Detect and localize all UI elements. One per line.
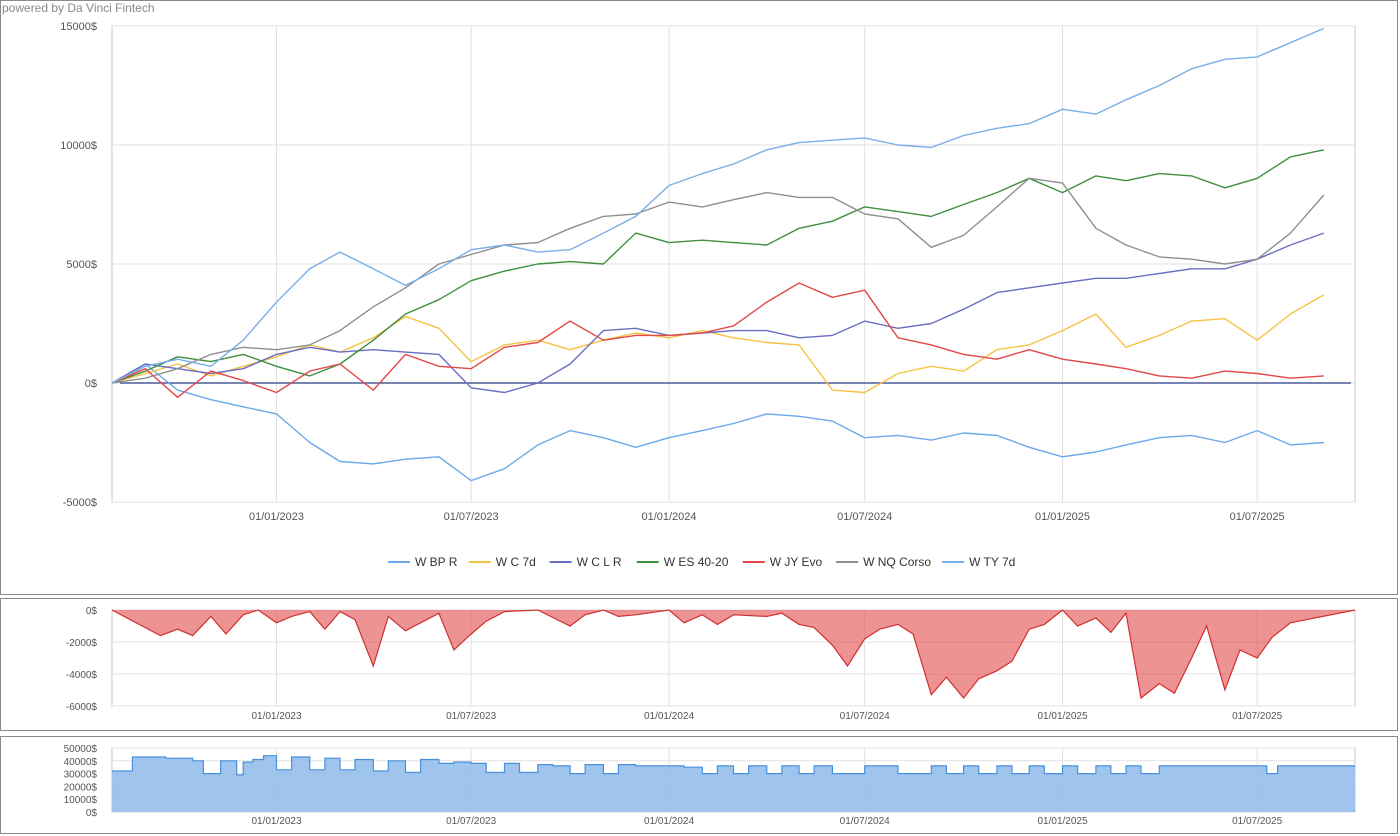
drawdown-x-tick-label: 01/01/2025	[1037, 711, 1087, 722]
margin-panel-frame	[0, 736, 1398, 834]
margin-y-tick-label: 20000$	[64, 782, 98, 793]
drawdown-x-tick-label: 01/01/2023	[251, 711, 301, 722]
equity-x-tick-label: 01/01/2023	[249, 511, 304, 523]
series-line-w-c-l-r	[111, 232, 1325, 394]
drawdown-x-tick-label: 01/07/2023	[446, 711, 496, 722]
margin-line	[112, 755, 1355, 776]
series-line-w-bp-r	[111, 363, 1324, 482]
equity-y-tick-label: 10000$	[60, 140, 97, 152]
equity-panel-frame	[0, 0, 1398, 595]
legend: W BP R W C 7d W C L R W ES 40-20 W JY Evo W N…	[388, 555, 1015, 569]
drawdown-chart: 0$ -2000$ -4000$ -6000$ 01/01/2023 01/07/2023…	[66, 606, 1356, 722]
legend-label: W NQ Corso	[863, 555, 931, 569]
equity-x-tick-label: 01/01/2024	[641, 511, 696, 523]
equity-x-tick-label: 01/07/2024	[837, 511, 892, 523]
margin-x-tick-label: 01/01/2023	[251, 816, 301, 827]
drawdown-x-tick-label: 01/07/2025	[1232, 711, 1282, 722]
drawdown-panel-frame	[0, 598, 1398, 731]
drawdown-x-tick-label: 01/07/2024	[840, 711, 890, 722]
series-line-w-es-40-20	[111, 149, 1324, 384]
equity-y-tick-label: -5000$	[63, 497, 97, 509]
legend-label: W JY Evo	[770, 555, 823, 569]
margin-x-tick-label: 01/07/2025	[1232, 816, 1282, 827]
legend-label: W C 7d	[496, 555, 536, 569]
series-line-w-nq-corso	[111, 177, 1325, 384]
drawdown-y-tick-label: -2000$	[66, 638, 98, 649]
margin-x-tick-label: 01/07/2024	[840, 816, 890, 827]
equity-y-tick-label: 5000$	[66, 259, 97, 271]
series-line-w-c-7d	[111, 294, 1325, 394]
margin-x-tick-label: 01/01/2024	[644, 816, 694, 827]
drawdown-x-tick-label: 01/01/2024	[644, 711, 694, 722]
equity-x-tick-label: 01/07/2023	[444, 511, 499, 523]
drawdown-y-tick-label: -6000$	[66, 702, 98, 713]
powered-by-label: powered by Da Vinci Fintech	[2, 1, 155, 15]
drawdown-y-tick-label: 0$	[86, 606, 98, 617]
margin-chart: 50000$ 40000$ 30000$20000$ 10000$ 0$ 01/01/20…	[64, 744, 1356, 827]
margin-y-tick-label: 30000$	[64, 770, 98, 781]
margin-x-tick-label: 01/07/2023	[446, 816, 496, 827]
legend-label: W ES 40-20	[664, 555, 729, 569]
margin-y-tick-label: 0$	[86, 808, 98, 819]
legend-label: W C L R	[577, 555, 622, 569]
drawdown-line	[111, 609, 1356, 700]
legend-label: W BP R	[415, 555, 458, 569]
margin-y-tick-label: 40000$	[64, 757, 98, 768]
equity-x-tick-label: 01/01/2025	[1035, 511, 1090, 523]
equity-chart: 15000$ 10000$ 5000$ 0$ -5000$ 01/01/2023 01/07…	[60, 21, 1356, 569]
drawdown-area	[112, 610, 1355, 698]
margin-y-tick-label: 10000$	[64, 795, 98, 806]
margin-x-tick-label: 01/01/2025	[1037, 816, 1087, 827]
equity-x-tick-label: 01/07/2025	[1230, 511, 1285, 523]
drawdown-y-tick-label: -4000$	[66, 670, 98, 681]
equity-y-tick-label: 15000$	[60, 21, 97, 33]
series-line-w-ty-7d	[111, 27, 1325, 384]
legend-label: W TY 7d	[969, 555, 1015, 569]
equity-y-tick-label: 0$	[85, 378, 97, 390]
margin-y-tick-label: 50000$	[64, 744, 98, 755]
series-line-w-jy-evo	[111, 282, 1324, 398]
